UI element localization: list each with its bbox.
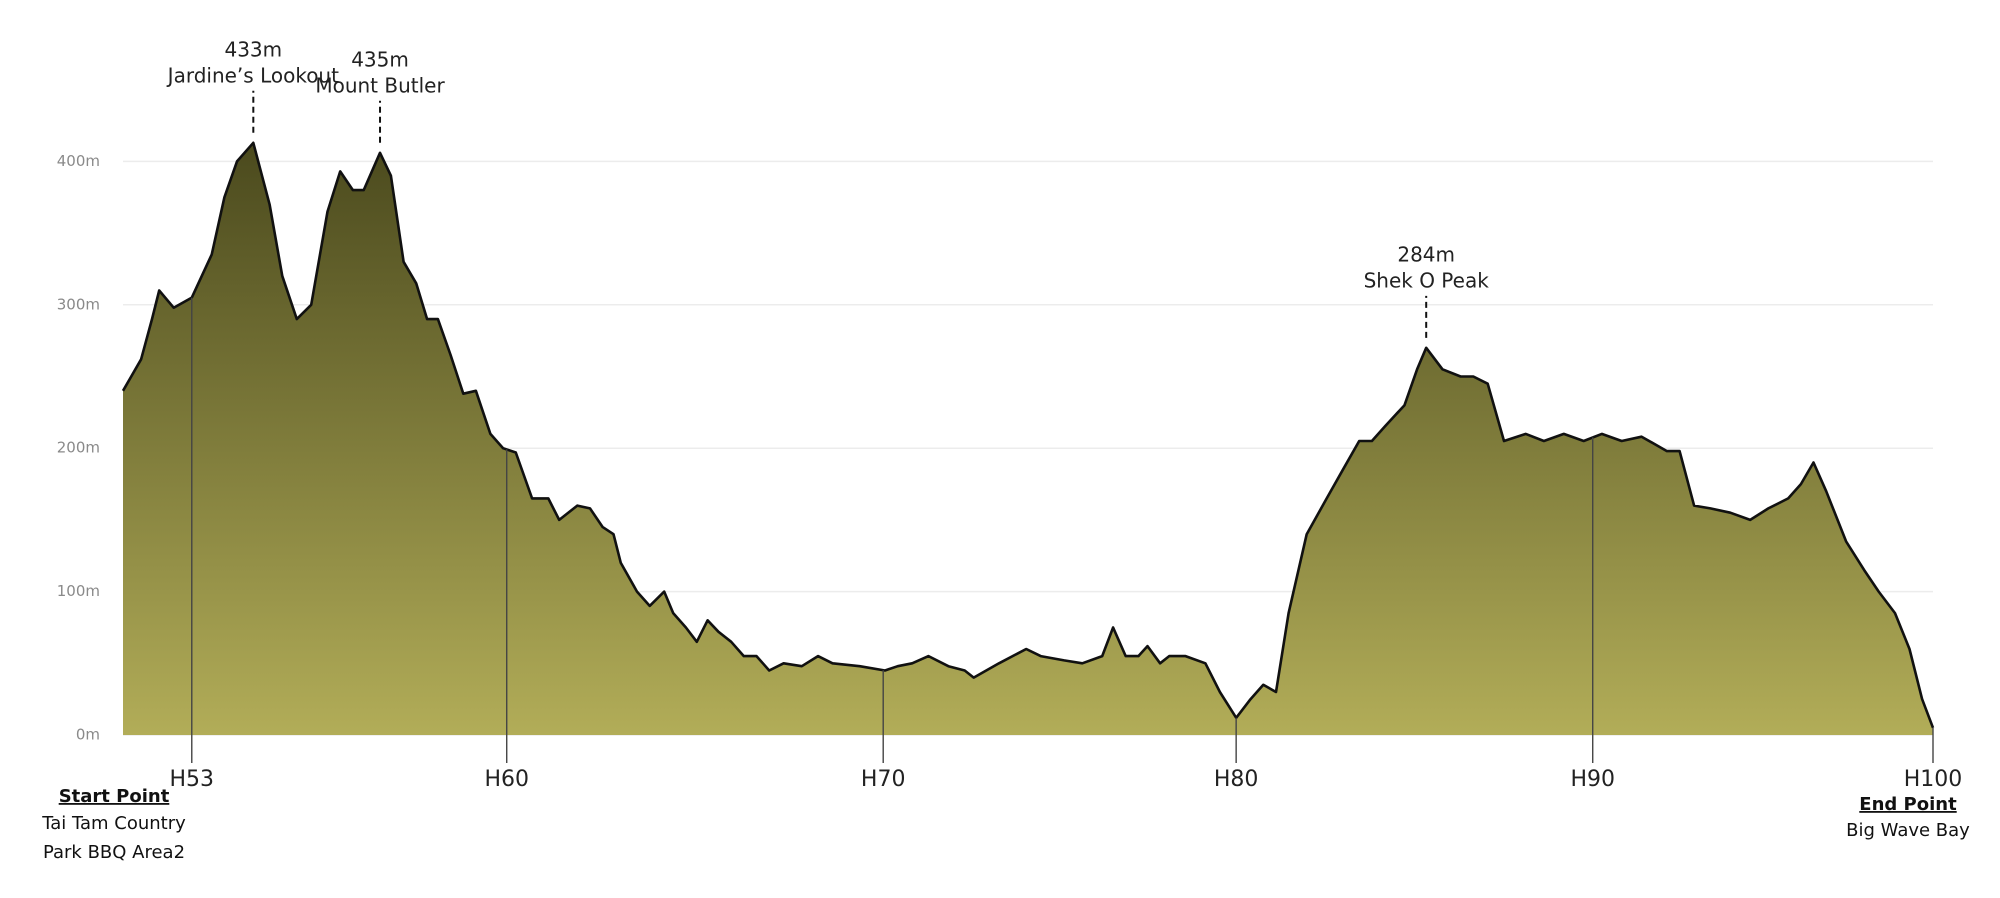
- x-tick-label: H100: [1904, 767, 1963, 792]
- y-tick-label: 100m: [57, 582, 100, 600]
- start-line: Tai Tam Country: [41, 813, 186, 834]
- y-tick-label: 200m: [57, 439, 100, 457]
- elevation-area: [123, 142, 1933, 736]
- start-title: Start Point: [59, 786, 170, 807]
- end-line: Big Wave Bay: [1846, 820, 1970, 841]
- peak-name: Jardine’s Lookout: [166, 63, 339, 87]
- end-title: End Point: [1859, 794, 1957, 815]
- peak-elevation: 284m: [1397, 242, 1455, 266]
- start-line: Park BBQ Area2: [43, 842, 185, 863]
- y-tick-label: 400m: [57, 152, 100, 170]
- x-tick-label: H70: [861, 767, 906, 792]
- peak-elevation: 433m: [224, 37, 282, 61]
- y-tick-label: 0m: [76, 726, 100, 744]
- x-tick-label: H80: [1214, 767, 1259, 792]
- x-tick-label: H90: [1570, 767, 1615, 792]
- peak-elevation: 435m: [351, 47, 409, 71]
- y-tick-label: 300m: [57, 295, 100, 313]
- peak-name: Shek O Peak: [1364, 268, 1490, 292]
- x-tick-label: H53: [170, 767, 215, 792]
- elevation-line: [121, 141, 1935, 729]
- x-tick-label: H60: [484, 767, 529, 792]
- peak-name: Mount Butler: [315, 73, 445, 97]
